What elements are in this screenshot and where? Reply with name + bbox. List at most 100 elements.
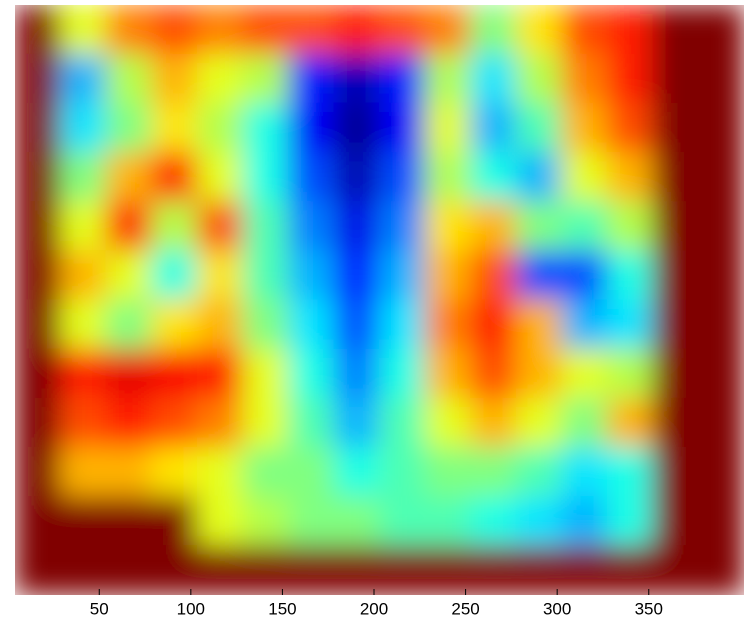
heatmap-cell [652,5,699,55]
heatmap-cell [698,103,744,153]
heatmap-cell [15,103,62,153]
heatmap-cell [561,300,608,350]
heatmap-cell [151,201,198,251]
heatmap-cell [288,496,335,546]
heatmap-cell [516,447,563,497]
heatmap-cell [106,103,153,153]
heatmap-cell [470,201,517,251]
heatmap-cell [561,349,608,399]
heatmap-cell [561,496,608,546]
heatmap-cell [60,496,107,546]
heatmap-cell [470,496,517,546]
heatmap-cell [561,103,608,153]
heatmap-cell [242,545,289,595]
heatmap-cell [333,496,380,546]
heatmap-cell [151,5,198,55]
heatmap-cell [288,349,335,399]
heatmap-cell [516,5,563,55]
heatmap-cell [652,349,699,399]
heatmap-cell [698,54,744,104]
heatmap-cell [151,54,198,104]
heatmap-cell [106,250,153,300]
heatmap-cell [197,300,244,350]
heatmap-cell [607,201,654,251]
heatmap-cell [242,398,289,448]
heatmap-cell [15,398,62,448]
heatmap-cell [561,398,608,448]
heatmap-cell [288,398,335,448]
heatmap-cell [197,496,244,546]
heatmap-cell [425,250,472,300]
heatmap-cell [607,496,654,546]
heatmap-cell [333,545,380,595]
heatmap-cell [106,5,153,55]
heatmap-cell [379,5,426,55]
heatmap-cell [288,447,335,497]
heatmap-cell [425,103,472,153]
heatmap-cell [470,545,517,595]
heatmap-cell [652,201,699,251]
heatmap-cell [698,496,744,546]
heatmap-cell [197,5,244,55]
heatmap-cell [425,398,472,448]
heatmap-cell [288,250,335,300]
heatmap-cell [242,152,289,202]
plot-area [15,5,744,596]
heatmap-cell [15,152,62,202]
heatmap-cell [425,496,472,546]
x-tick-label: 100 [177,599,205,618]
heatmap-cell [15,349,62,399]
heatmap-cell [470,103,517,153]
heatmap-cell [561,447,608,497]
heatmap-cell [60,349,107,399]
heatmap-cell [151,545,198,595]
heatmap-cell [425,201,472,251]
heatmap-cell [15,545,62,595]
heatmap-cell [60,545,107,595]
heatmap-cell [607,5,654,55]
heatmap-cell [106,201,153,251]
heatmap-cell [607,54,654,104]
heatmap-cell [425,447,472,497]
heatmap-cell [379,103,426,153]
heatmap-cell [425,152,472,202]
heatmap-cell [425,300,472,350]
heatmap-cell [470,152,517,202]
heatmap-cell [151,496,198,546]
heatmap-cell [288,103,335,153]
heatmap-cell [652,545,699,595]
heatmap-cell [333,349,380,399]
heatmap-cell [242,5,289,55]
heatmap-cell [15,300,62,350]
heatmap-cell [106,447,153,497]
heatmap-cell [607,349,654,399]
heatmap-cell [698,545,744,595]
heatmap-cell [60,300,107,350]
heatmap-cell [15,496,62,546]
heatmap-cell [106,152,153,202]
heatmap-cell [379,300,426,350]
heatmap-cell [151,300,198,350]
heatmap-cell [333,103,380,153]
heatmap-cell [379,152,426,202]
heatmap-cell [106,545,153,595]
heatmap-cell [607,152,654,202]
heatmap-cell [151,103,198,153]
heatmap-cell [425,349,472,399]
x-tick-label: 300 [543,599,571,618]
heatmap-cell [652,300,699,350]
heatmap-cell [516,201,563,251]
heatmap-cell [15,201,62,251]
heatmap-cell [561,201,608,251]
heatmap-cell [470,54,517,104]
heatmap-cell [652,103,699,153]
heatmap-cell [379,349,426,399]
heatmap-cell [379,54,426,104]
heatmap-cell [470,300,517,350]
heatmap-cell [15,250,62,300]
heatmap-cell [698,5,744,55]
heatmap-cell [425,54,472,104]
heatmap-cell [242,103,289,153]
heatmap-cell [379,496,426,546]
heatmap-cell [516,300,563,350]
